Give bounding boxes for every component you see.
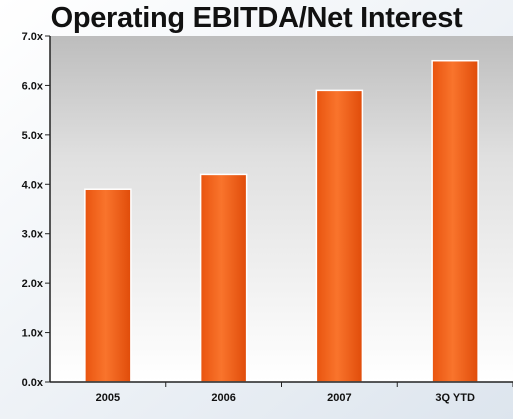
x-tick-label: 3Q YTD bbox=[435, 392, 475, 404]
y-tick-label: 0.0x bbox=[22, 377, 44, 389]
x-tick-label: 2007 bbox=[327, 392, 351, 404]
y-tick-label: 4.0x bbox=[22, 179, 44, 191]
y-tick-label: 5.0x bbox=[22, 130, 44, 142]
x-tick-label: 2005 bbox=[96, 392, 120, 404]
chart-title: Operating EBITDA/Net Interest bbox=[50, 2, 463, 34]
y-tick-label: 2.0x bbox=[22, 278, 44, 290]
y-tick-label: 6.0x bbox=[22, 80, 44, 92]
bar-2007 bbox=[315, 89, 364, 383]
bar-2006 bbox=[199, 173, 248, 383]
bar-2005 bbox=[84, 188, 132, 383]
x-tick-label: 2006 bbox=[211, 392, 235, 404]
y-tick-label: 3.0x bbox=[22, 229, 44, 241]
y-tick-label: 1.0x bbox=[22, 328, 44, 340]
bar-3q-ytd bbox=[431, 59, 479, 383]
y-tick-label: 7.0x bbox=[22, 31, 44, 43]
